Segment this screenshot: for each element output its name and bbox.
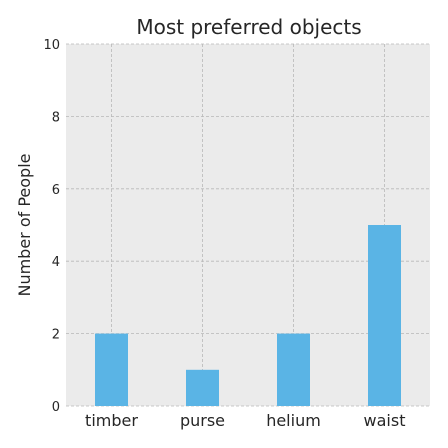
x-tick-label: purse xyxy=(180,411,225,430)
y-tick-label: 10 xyxy=(43,38,60,53)
bar-timber xyxy=(95,333,128,406)
y-tick-label: 4 xyxy=(52,255,60,270)
x-axis-ticks: timber purse helium waist xyxy=(85,411,405,430)
x-tick-label: helium xyxy=(266,411,321,430)
x-tick-label: waist xyxy=(364,411,406,430)
bars xyxy=(95,225,401,406)
bar-helium xyxy=(277,333,310,406)
y-tick-label: 8 xyxy=(52,110,60,125)
bar-waist xyxy=(368,225,401,406)
y-tick-label: 0 xyxy=(52,400,60,415)
y-axis-label: Number of People xyxy=(15,153,34,296)
x-tick-label: timber xyxy=(85,411,138,430)
y-tick-label: 2 xyxy=(52,328,60,343)
y-axis-ticks: 0 2 4 6 8 10 xyxy=(43,38,60,415)
bar-purse xyxy=(186,369,219,406)
chart-title: Most preferred objects xyxy=(136,15,361,39)
y-tick-label: 6 xyxy=(52,183,60,198)
